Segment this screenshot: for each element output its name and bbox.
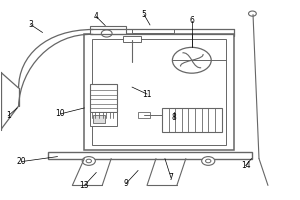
- Text: 5: 5: [142, 10, 146, 19]
- Text: 14: 14: [241, 161, 250, 170]
- Circle shape: [172, 47, 211, 73]
- Circle shape: [206, 159, 211, 163]
- Circle shape: [101, 30, 112, 37]
- Bar: [92, 39, 226, 145]
- Circle shape: [82, 157, 95, 165]
- Bar: [90, 112, 117, 126]
- Bar: [138, 112, 150, 118]
- Text: 6: 6: [189, 16, 194, 25]
- Text: 3: 3: [28, 20, 33, 29]
- Bar: [84, 34, 234, 150]
- Bar: [162, 108, 222, 132]
- Text: 7: 7: [169, 173, 173, 182]
- Text: 9: 9: [124, 179, 128, 188]
- Text: 8: 8: [172, 113, 176, 122]
- Bar: [90, 26, 126, 34]
- Bar: [123, 36, 141, 42]
- Circle shape: [202, 157, 215, 165]
- Text: 4: 4: [94, 12, 99, 21]
- Bar: [93, 115, 105, 123]
- Bar: [132, 29, 174, 33]
- Text: 11: 11: [142, 90, 152, 99]
- Circle shape: [248, 11, 256, 16]
- Bar: [49, 152, 251, 159]
- Text: 1: 1: [6, 111, 10, 120]
- Bar: [90, 84, 117, 112]
- Text: 20: 20: [17, 157, 26, 166]
- Text: 13: 13: [80, 181, 89, 190]
- Text: 10: 10: [56, 109, 65, 118]
- Circle shape: [86, 159, 92, 163]
